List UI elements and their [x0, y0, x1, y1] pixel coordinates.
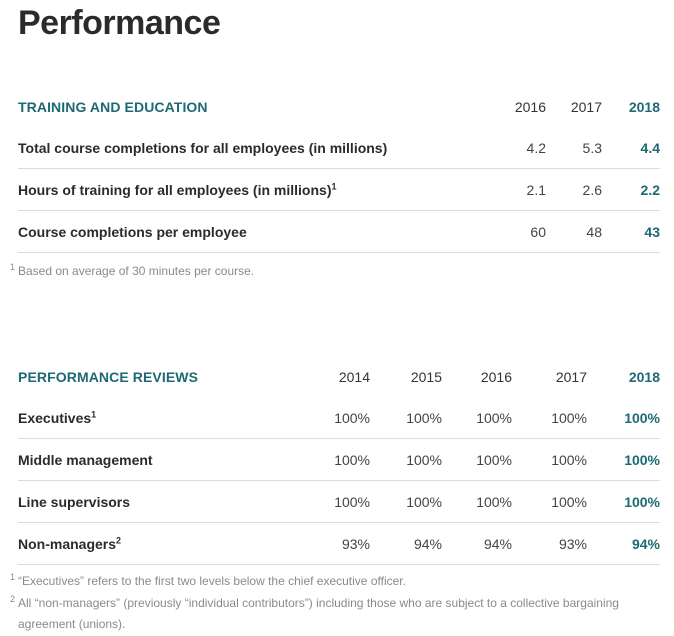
row-label-text: Executives	[18, 409, 92, 426]
reviews-year-header: 2017	[555, 369, 587, 385]
training-year-header-latest: 2018	[628, 99, 660, 115]
row-label-text: Total course completions for all employe…	[18, 139, 388, 156]
row-label-text: Non-managers	[18, 535, 117, 552]
table-cell-latest: 94%	[587, 522, 660, 565]
table-cell: 100%	[319, 438, 370, 481]
table-cell: 5.3	[546, 127, 602, 169]
table-cell: 60	[492, 210, 546, 253]
table-cell: 100%	[512, 397, 587, 439]
table-row: Executives1 100% 100% 100% 100% 100%	[18, 397, 660, 439]
training-header-row: TRAINING AND EDUCATION 2016 2017 2018	[18, 87, 660, 127]
page-title: Performance	[18, 4, 221, 42]
reviews-section-title: PERFORMANCE REVIEWS	[18, 369, 199, 385]
footnote-ref: 2	[116, 534, 122, 545]
training-year-header: 2017	[570, 99, 602, 115]
footnote-mark: 1	[10, 572, 16, 582]
footnote-mark: 1	[10, 262, 16, 272]
table-cell: 2.1	[492, 168, 546, 211]
training-year-header: 2016	[514, 99, 546, 115]
table-cell: 100%	[512, 438, 587, 481]
table-cell: 100%	[442, 397, 512, 439]
row-label-text: Middle management	[18, 451, 153, 468]
table-cell: 94%	[370, 522, 442, 565]
row-label: Non-managers2	[18, 522, 319, 565]
footnote-ref: 1	[331, 180, 337, 191]
table-cell: 4.2	[492, 127, 546, 169]
footnote-text: Based on average of 30 minutes per cours…	[18, 264, 255, 278]
row-label-text: Line supervisors	[18, 493, 131, 510]
reviews-header-row: PERFORMANCE REVIEWS 2014 2015 2016 2017 …	[18, 357, 660, 397]
reviews-footnote: 1 “Executives” refers to the first two l…	[10, 571, 658, 592]
table-cell: 100%	[370, 397, 442, 439]
row-label: Hours of training for all employees (in …	[18, 168, 492, 211]
table-row: Non-managers2 93% 94% 94% 93% 94%	[18, 522, 660, 565]
training-footnote: 1 Based on average of 30 minutes per cou…	[10, 261, 658, 282]
footnote-text: All “non-managers” (previously “individu…	[18, 596, 619, 631]
row-label: Line supervisors	[18, 480, 319, 523]
reviews-year-header-latest: 2018	[628, 369, 660, 385]
table-cell: 94%	[442, 522, 512, 565]
row-label: Executives1	[18, 397, 319, 439]
table-cell-latest: 4.4	[602, 127, 660, 169]
row-label: Total course completions for all employe…	[18, 127, 492, 169]
reviews-table: PERFORMANCE REVIEWS 2014 2015 2016 2017 …	[18, 357, 660, 565]
table-cell: 48	[546, 210, 602, 253]
training-table: TRAINING AND EDUCATION 2016 2017 2018 To…	[18, 87, 660, 253]
table-row: Middle management 100% 100% 100% 100% 10…	[18, 438, 660, 481]
table-cell: 100%	[512, 480, 587, 523]
table-cell: 100%	[319, 480, 370, 523]
table-cell-latest: 100%	[587, 438, 660, 481]
footnote-ref: 1	[91, 408, 97, 419]
footnote-text: “Executives” refers to the first two lev…	[18, 574, 406, 588]
reviews-year-header: 2016	[480, 369, 512, 385]
training-section-title: TRAINING AND EDUCATION	[18, 99, 208, 115]
row-label-text: Hours of training for all employees (in …	[18, 181, 332, 198]
table-row: Course completions per employee 60 48 43	[18, 210, 660, 253]
table-row: Hours of training for all employees (in …	[18, 168, 660, 211]
table-cell-latest: 100%	[587, 397, 660, 439]
reviews-footnote: 2 All “non-managers” (previously “indivi…	[10, 593, 658, 635]
table-cell: 100%	[370, 438, 442, 481]
footnote-mark: 2	[10, 594, 16, 604]
table-row: Total course completions for all employe…	[18, 127, 660, 169]
reviews-year-header: 2015	[410, 369, 442, 385]
table-cell: 100%	[442, 438, 512, 481]
table-cell: 93%	[512, 522, 587, 565]
row-label-text: Course completions per employee	[18, 223, 247, 240]
table-cell: 100%	[370, 480, 442, 523]
table-cell-latest: 100%	[587, 480, 660, 523]
table-cell-latest: 2.2	[602, 168, 660, 211]
table-cell: 93%	[319, 522, 370, 565]
table-row: Line supervisors 100% 100% 100% 100% 100…	[18, 480, 660, 523]
table-cell: 2.6	[546, 168, 602, 211]
row-label: Course completions per employee	[18, 210, 492, 253]
table-cell-latest: 43	[602, 210, 660, 253]
table-cell: 100%	[442, 480, 512, 523]
reviews-year-header: 2014	[338, 369, 370, 385]
table-cell: 100%	[319, 397, 370, 439]
row-label: Middle management	[18, 438, 319, 481]
